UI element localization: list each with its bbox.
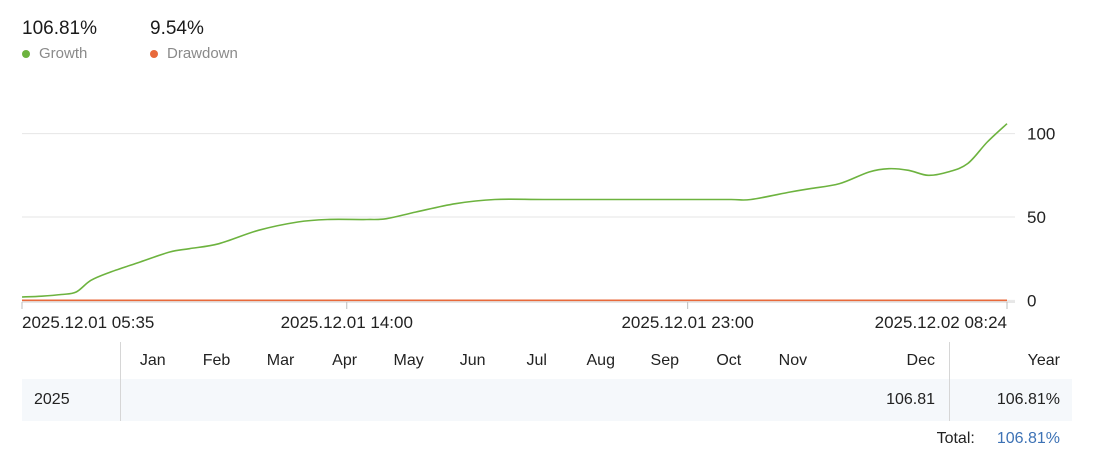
header-dec-label: Dec (906, 351, 935, 369)
header-oct: Oct (716, 351, 742, 369)
header-nov: Nov (778, 351, 808, 369)
y-tick-label: 100 (1027, 125, 1055, 144)
x-tick-label: 2025.12.01 14:00 (281, 313, 413, 332)
growth-stat: 106.81% Growth (22, 18, 97, 63)
header-jul: Jul (526, 351, 547, 369)
table-row: 2025 106.81 106.81% (22, 379, 1072, 421)
growth-legend[interactable]: Growth (22, 45, 97, 63)
cell-aug (569, 379, 633, 421)
cell-dec[interactable]: 106.81 (886, 391, 935, 408)
growth-dot-icon (22, 50, 30, 58)
growth-value: 106.81% (22, 18, 98, 39)
drawdown-stat: 9.54% Drawdown (150, 18, 238, 63)
cell-apr (313, 379, 377, 421)
y-tick-label: 0 (1027, 291, 1036, 310)
table-header-row: Jan Feb Mar Apr May Jun Jul Aug Sep Oct … (22, 342, 1072, 379)
total-value[interactable]: 106.81% (996, 430, 1060, 447)
drawdown-legend[interactable]: Drawdown (150, 45, 238, 63)
cell-jul (505, 379, 569, 421)
cell-mar (249, 379, 313, 421)
header-feb: Feb (202, 351, 231, 369)
growth-chart: 0 50 100 2025.12.01 05:35 2025.12.01 14:00 20… (21, 123, 1055, 332)
header-may: May (393, 351, 424, 369)
header-jan: Jan (119, 342, 185, 379)
cell-sep (633, 379, 697, 421)
growth-label: Growth (39, 45, 88, 62)
header-mar: Mar (266, 351, 295, 369)
y-tick-label: 50 (1027, 208, 1046, 227)
header-sep: Sep (650, 351, 679, 369)
cell-year-total[interactable]: 106.81% (949, 379, 1072, 421)
series-line-growth (21, 123, 1008, 298)
x-tick-label: 2025.12.02 08:24 (875, 313, 1007, 332)
cell-may (377, 379, 441, 421)
row-year: 2025 (34, 391, 70, 408)
total-row: Total: 106.81% (937, 430, 1060, 448)
drawdown-dot-icon (150, 50, 158, 58)
x-tick-label: 2025.12.01 23:00 (621, 313, 753, 332)
header-aug: Aug (586, 351, 615, 369)
drawdown-label: Drawdown (167, 45, 238, 62)
drawdown-value: 9.54% (150, 18, 204, 39)
cell-jun (441, 379, 505, 421)
x-tick-label: 2025.12.01 05:35 (22, 313, 154, 332)
header-year-blank (22, 342, 121, 379)
total-label: Total: (936, 430, 975, 447)
cell-jan (119, 379, 185, 421)
header-dec: Dec (825, 342, 950, 379)
monthly-returns-table: Jan Feb Mar Apr May Jun Jul Aug Sep Oct … (22, 342, 1072, 421)
header-jun: Jun (459, 351, 486, 369)
header-year: Year (949, 342, 1072, 379)
cell-oct (697, 379, 761, 421)
cell-nov (761, 379, 825, 421)
header-apr: Apr (332, 351, 358, 369)
cell-feb (185, 379, 249, 421)
